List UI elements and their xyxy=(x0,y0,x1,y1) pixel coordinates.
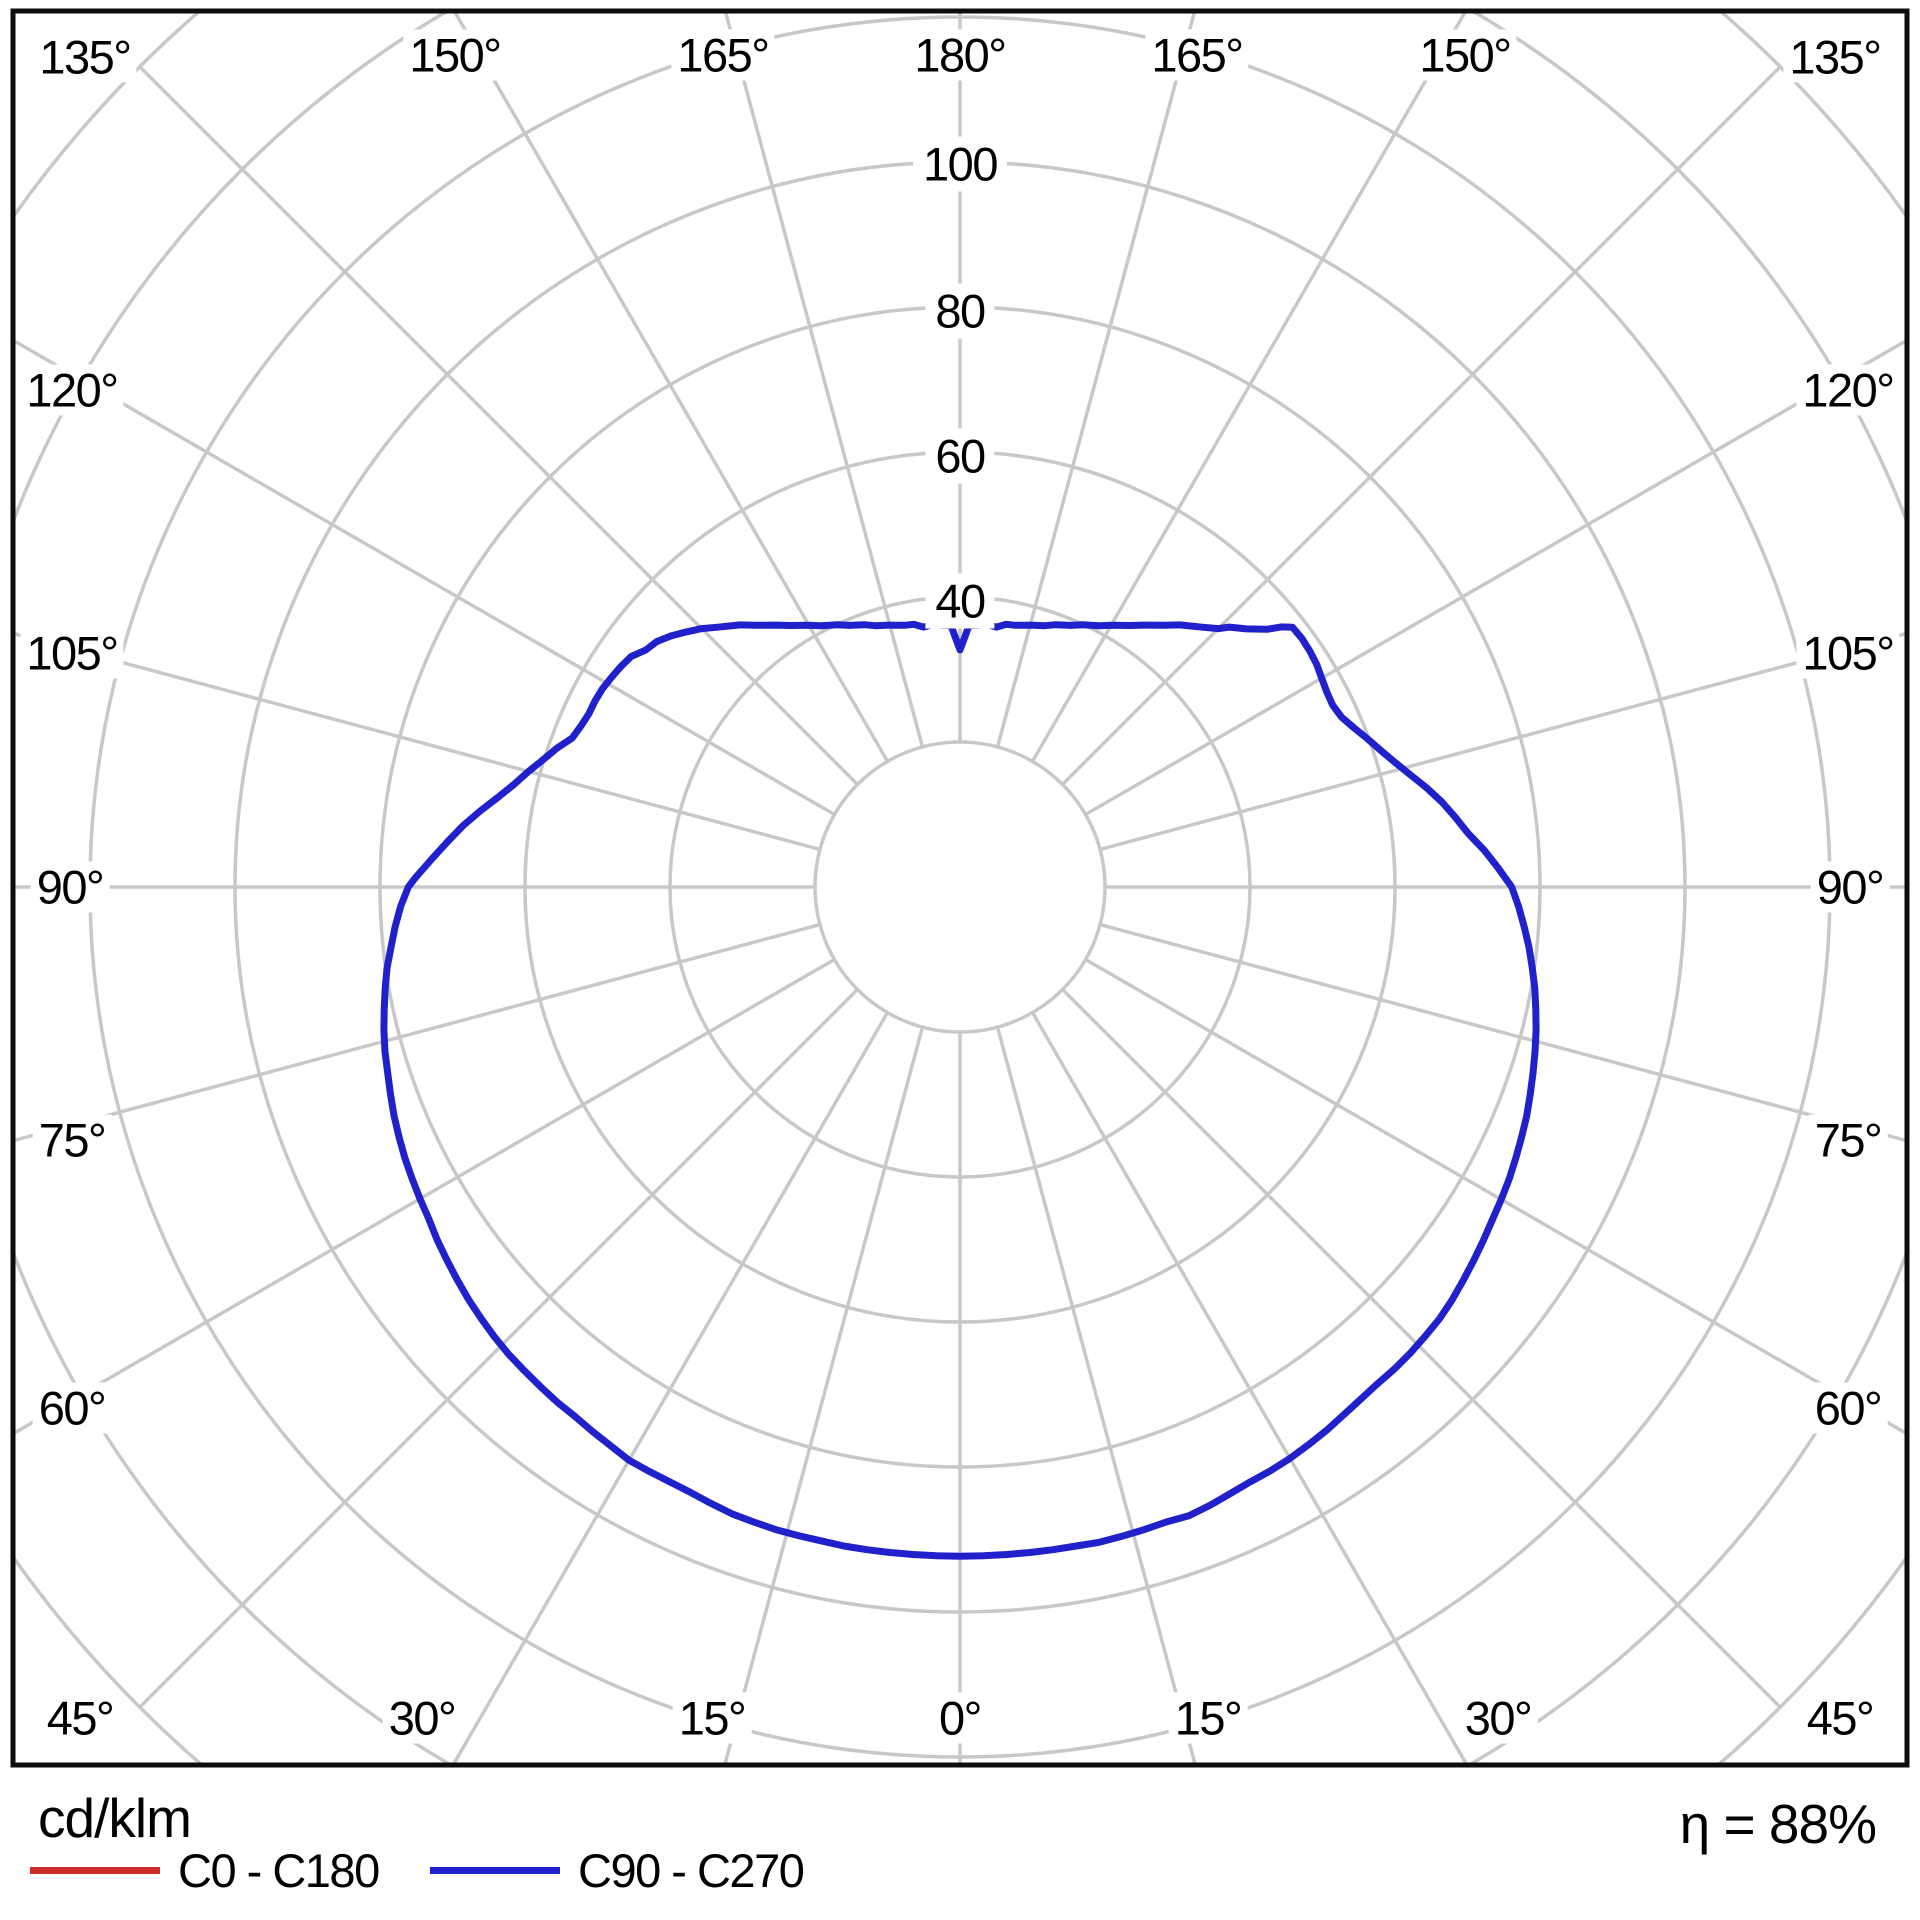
angle-label-90deg: 90° xyxy=(30,861,110,913)
angle-label-90deg: 90° xyxy=(1810,861,1890,913)
angle-label-45deg: 45° xyxy=(40,1692,120,1744)
angle-label-30deg: 30° xyxy=(1458,1692,1538,1744)
legend-label-0: C0 - C180 xyxy=(178,1843,380,1897)
radial-tick-label-60: 60 xyxy=(925,428,995,484)
angle-label-150deg: 150° xyxy=(1413,29,1517,81)
angle-label-165deg: 165° xyxy=(1145,29,1249,81)
legend-swatch-1 xyxy=(430,1866,560,1874)
legend-label-1: C90 - C270 xyxy=(578,1843,805,1897)
angle-label-105deg: 105° xyxy=(1796,627,1900,679)
angle-label-75deg: 75° xyxy=(32,1114,112,1166)
units-label: cd/klm xyxy=(38,1787,192,1849)
angle-label-180deg: 180° xyxy=(908,29,1012,81)
angle-label-105deg: 105° xyxy=(20,627,124,679)
angle-label-165deg: 165° xyxy=(671,29,775,81)
angle-label-60deg: 60° xyxy=(1808,1382,1888,1434)
angle-label-120deg: 120° xyxy=(20,364,124,416)
legend-item-0: C0 - C180 xyxy=(30,1843,380,1897)
chart-frame xyxy=(10,8,1910,1768)
angle-label-30deg: 30° xyxy=(382,1692,462,1744)
angle-label-45deg: 45° xyxy=(1800,1692,1880,1744)
radial-tick-label-100: 100 xyxy=(913,136,1007,192)
angle-label-0deg: 0° xyxy=(933,1692,987,1744)
angle-label-60deg: 60° xyxy=(32,1382,112,1434)
angle-label-75deg: 75° xyxy=(1808,1114,1888,1166)
angle-label-135deg: 135° xyxy=(1783,31,1887,83)
angle-label-150deg: 150° xyxy=(403,29,507,81)
curve-C90-C270 xyxy=(380,620,1540,1560)
legend-item-1: C90 - C270 xyxy=(430,1843,805,1897)
angle-label-15deg: 15° xyxy=(672,1692,752,1744)
efficiency-label: η = 88% xyxy=(1679,1793,1877,1855)
legend-swatch-0 xyxy=(30,1866,160,1874)
angle-label-120deg: 120° xyxy=(1796,364,1900,416)
angle-label-15deg: 15° xyxy=(1168,1692,1248,1744)
radial-tick-label-40: 40 xyxy=(925,573,995,629)
radial-tick-label-80: 80 xyxy=(925,283,995,339)
angle-label-135deg: 135° xyxy=(33,31,137,83)
